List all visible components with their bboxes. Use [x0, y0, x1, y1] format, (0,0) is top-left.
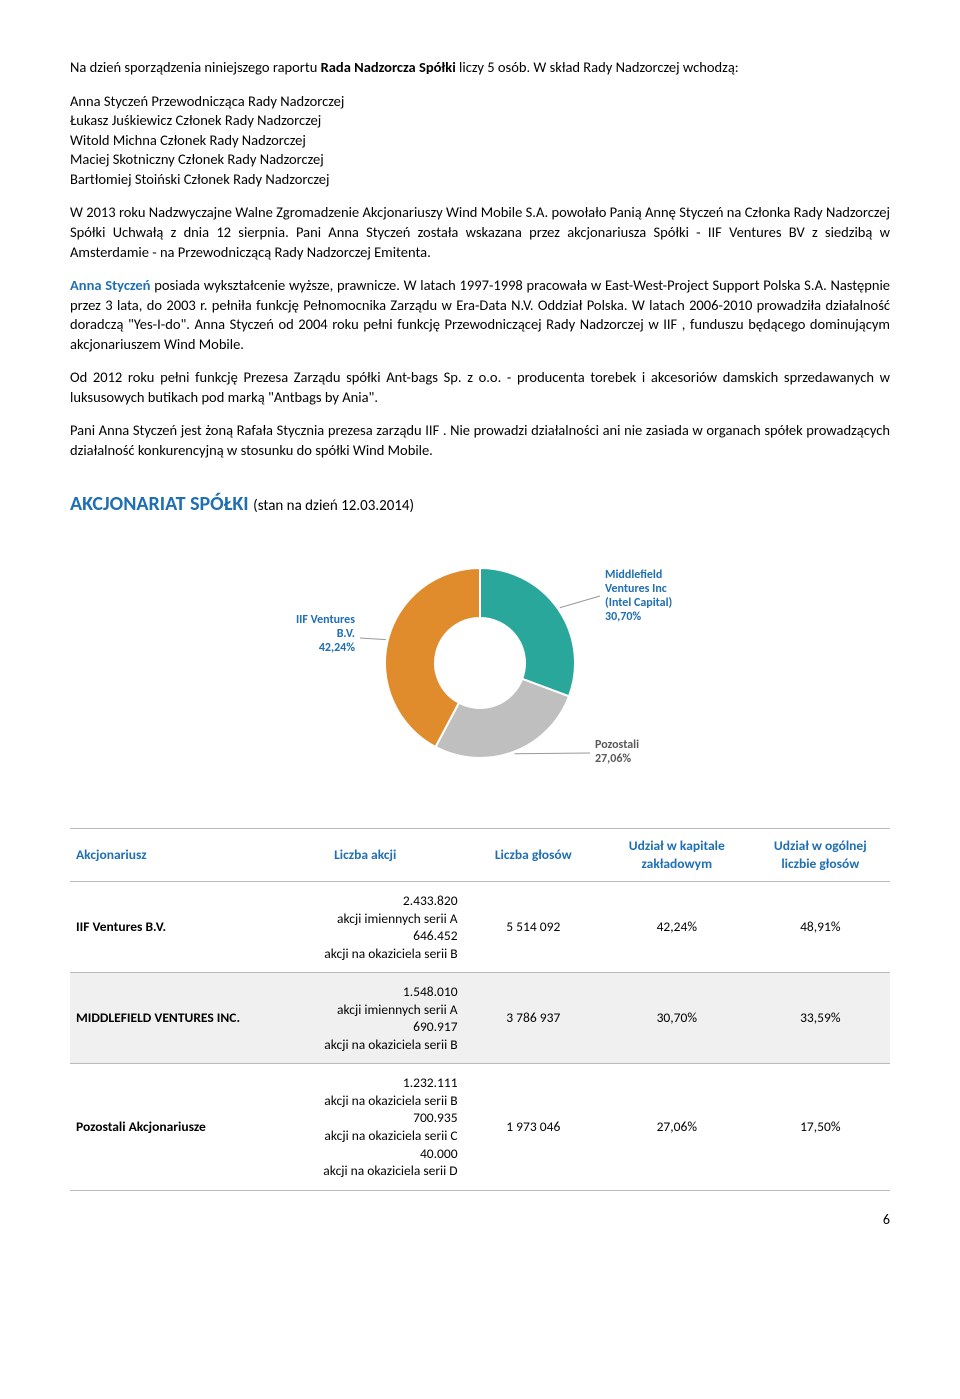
leader-line — [560, 596, 600, 608]
person-name: Anna Styczeń — [70, 276, 154, 294]
member-item: Witold Michna Członek Rady Nadzorczej — [70, 131, 890, 151]
table-header-row: Akcjonariusz Liczba akcji Liczba głosów … — [70, 828, 890, 881]
paragraph-2: Anna Styczeń posiada wykształcenie wyższ… — [70, 276, 890, 354]
shareholders-table: Akcjonariusz Liczba akcji Liczba głosów … — [70, 828, 890, 1191]
section-heading: AKCJONARIAT SPÓŁKI (stan na dzień 12.03.… — [70, 491, 890, 518]
cell-shares: 1.232.111akcji na okaziciela serii B700.… — [267, 1064, 464, 1190]
cell-votes_pct: 17,50% — [751, 1064, 890, 1190]
donut-label: Pozostali27,06% — [595, 738, 639, 766]
donut-label: IIF VenturesB.V.42,24% — [296, 613, 355, 655]
cell-shares: 2.433.820akcji imiennych serii A646.452a… — [267, 882, 464, 973]
intro-post: liczy 5 osób. W skład Rady Nadzorczej wc… — [459, 58, 739, 76]
table-row: MIDDLEFIELD VENTURES INC.1.548.010akcji … — [70, 973, 890, 1064]
leader-line — [360, 638, 386, 640]
cell-votes: 5 514 092 — [464, 882, 603, 973]
th-votes: Liczba głosów — [464, 828, 603, 881]
member-item: Anna Styczeń Przewodnicząca Rady Nadzorc… — [70, 92, 890, 112]
th-votes-pct: Udział w ogólnej liczbie głosów — [751, 828, 890, 881]
members-list: Anna Styczeń Przewodnicząca Rady Nadzorc… — [70, 92, 890, 190]
intro-bold: Rada Nadzorcza Spółki — [321, 58, 459, 76]
th-shares: Liczba akcji — [267, 828, 464, 881]
donut-slice — [480, 568, 575, 696]
leader-line — [514, 753, 590, 754]
donut-chart: MiddlefieldVentures Inc(Intel Capital)30… — [200, 538, 760, 798]
paragraph-3: Od 2012 roku pełni funkcję Prezesa Zarzą… — [70, 368, 890, 407]
cell-votes_pct: 48,91% — [751, 882, 890, 973]
member-item: Łukasz Juśkiewicz Członek Rady Nadzorcze… — [70, 111, 890, 131]
th-capital: Udział w kapitale zakładowym — [603, 828, 751, 881]
cell-votes_pct: 33,59% — [751, 973, 890, 1064]
donut-chart-wrap: MiddlefieldVentures Inc(Intel Capital)30… — [70, 538, 890, 798]
section-subtitle: (stan na dzień 12.03.2014) — [253, 497, 414, 515]
cell-name: Pozostali Akcjonariusze — [70, 1064, 267, 1190]
th-shareholder: Akcjonariusz — [70, 828, 267, 881]
table-body: IIF Ventures B.V.2.433.820akcji imiennyc… — [70, 882, 890, 1191]
intro-pre: Na dzień sporządzenia niniejszego raport… — [70, 58, 321, 76]
paragraph-2-rest: posiada wykształcenie wyższe, prawnicze.… — [70, 276, 890, 353]
table-row: IIF Ventures B.V.2.433.820akcji imiennyc… — [70, 882, 890, 973]
table-row: Pozostali Akcjonariusze1.232.111akcji na… — [70, 1064, 890, 1190]
member-item: Bartłomiej Stoiński Członek Rady Nadzorc… — [70, 170, 890, 190]
cell-capital: 27,06% — [603, 1064, 751, 1190]
donut-label: MiddlefieldVentures Inc(Intel Capital)30… — [605, 568, 672, 624]
cell-capital: 42,24% — [603, 882, 751, 973]
paragraph-4: Pani Anna Styczeń jest żoną Rafała Stycz… — [70, 421, 890, 460]
page-number: 6 — [70, 1211, 890, 1230]
section-title: AKCJONARIAT SPÓŁKI — [70, 492, 253, 516]
cell-capital: 30,70% — [603, 973, 751, 1064]
cell-shares: 1.548.010akcji imiennych serii A690.917a… — [267, 973, 464, 1064]
cell-votes: 3 786 937 — [464, 973, 603, 1064]
donut-slice — [435, 678, 568, 757]
intro-paragraph: Na dzień sporządzenia niniejszego raport… — [70, 58, 890, 78]
cell-name: MIDDLEFIELD VENTURES INC. — [70, 973, 267, 1064]
cell-votes: 1 973 046 — [464, 1064, 603, 1190]
member-item: Maciej Skotniczny Członek Rady Nadzorcze… — [70, 150, 890, 170]
cell-name: IIF Ventures B.V. — [70, 882, 267, 973]
paragraph-1: W 2013 roku Nadzwyczajne Walne Zgromadze… — [70, 203, 890, 262]
